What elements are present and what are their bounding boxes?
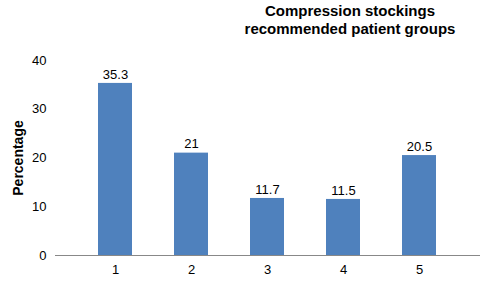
- svg-text:30: 30: [32, 101, 46, 116]
- svg-text:20.5: 20.5: [407, 139, 432, 154]
- svg-text:3: 3: [264, 262, 271, 277]
- svg-text:20: 20: [32, 150, 46, 165]
- svg-text:0: 0: [39, 248, 46, 263]
- svg-text:11.5: 11.5: [331, 183, 355, 198]
- svg-text:11.7: 11.7: [255, 182, 279, 197]
- svg-text:40: 40: [32, 53, 46, 68]
- svg-text:Percentage: Percentage: [10, 120, 26, 196]
- svg-text:4: 4: [340, 262, 347, 277]
- svg-text:10: 10: [32, 199, 46, 214]
- svg-text:1: 1: [112, 262, 119, 277]
- svg-text:5: 5: [416, 262, 423, 277]
- html-text:Compression stockings recommen: Compression stockings recommended patien…: [244, 2, 456, 37]
- svg-text:35.3: 35.3: [103, 67, 128, 82]
- svg-text:2: 2: [188, 262, 195, 277]
- svg-text:21: 21: [184, 136, 198, 151]
